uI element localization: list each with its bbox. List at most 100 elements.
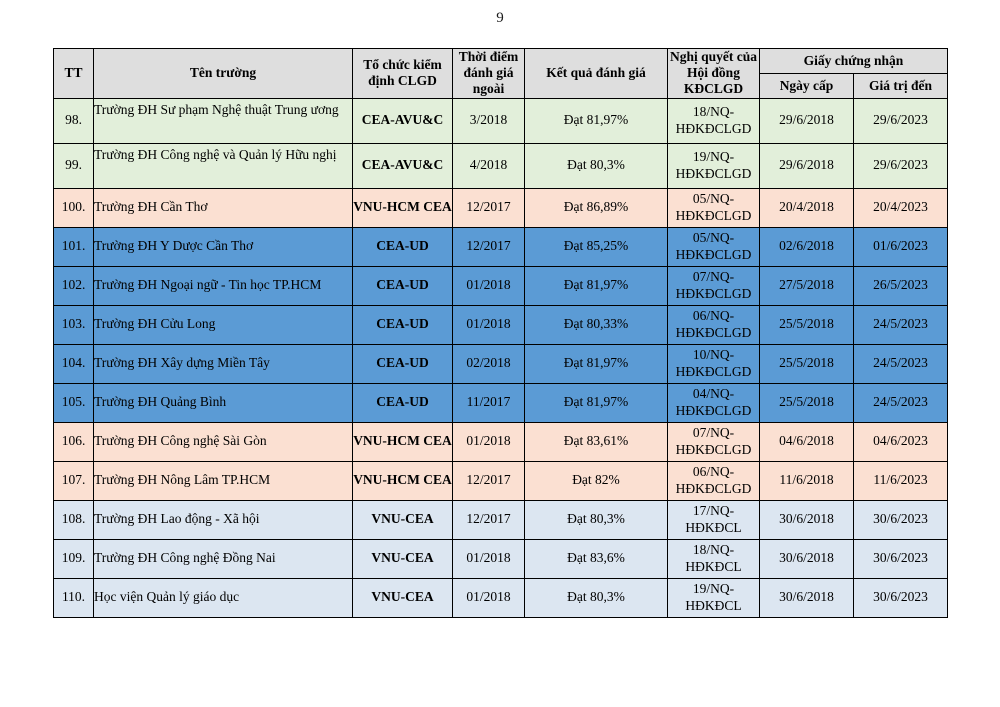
cell-assessment-time: 02/2018 (452, 343, 525, 384)
cell-school-name: Trường ĐH Sư phạm Nghệ thuật Trung ương (93, 97, 353, 144)
cell-valid-until: 29/6/2023 (853, 97, 948, 144)
table-row: 99. Trường ĐH Công nghệ và Quản lý Hữu ng… (53, 142, 948, 189)
cell-tt: 105. (53, 382, 94, 423)
cell-accreditation-org: CEA-UD (352, 343, 453, 384)
cell-accreditation-org: VNU-CEA (352, 538, 453, 579)
cell-assessment-time: 12/2017 (452, 460, 525, 501)
cell-school-name: Học viện Quản lý giáo dục (93, 577, 353, 618)
cell-assessment-result: Đạt 80,3% (524, 577, 668, 618)
cell-resolution: 06/NQ-HĐKĐCLGD (667, 460, 760, 501)
cell-tt: 110. (53, 577, 94, 618)
table-row: 107. Trường ĐH Nông Lâm TP.HCM VNU-HCM CEA… (53, 460, 948, 501)
table-header: TT Tên trường Tổ chức kiểm định CLGD Thờ… (53, 48, 948, 99)
cell-valid-until: 24/5/2023 (853, 304, 948, 345)
column-header-assessment-time: Thời điểm đánh giá ngoài (452, 48, 525, 99)
cell-resolution: 17/NQ-HĐKĐCL (667, 499, 760, 540)
table-row: 100. Trường ĐH Cần Thơ VNU-HCM CEA 12/2017 Đ… (53, 187, 948, 228)
cell-valid-until: 24/5/2023 (853, 382, 948, 423)
column-header-school-name: Tên trường (93, 48, 353, 99)
cell-assessment-time: 4/2018 (452, 142, 525, 189)
column-header-resolution: Nghị quyết của Hội đồng KĐCLGD (667, 48, 760, 99)
cell-assessment-result: Đạt 86,89% (524, 187, 668, 228)
cell-accreditation-org: CEA-UD (352, 265, 453, 306)
cell-resolution: 05/NQ-HĐKĐCLGD (667, 226, 760, 267)
cell-issue-date: 25/5/2018 (759, 382, 854, 423)
cell-assessment-result: Đạt 81,97% (524, 265, 668, 306)
cell-tt: 108. (53, 499, 94, 540)
cell-assessment-result: Đạt 80,3% (524, 142, 668, 189)
column-header-certificate: Giấy chứng nhận (759, 48, 948, 74)
cell-accreditation-org: VNU-HCM CEA (352, 421, 453, 462)
cell-assessment-time: 11/2017 (452, 382, 525, 423)
cell-accreditation-org: CEA-UD (352, 226, 453, 267)
cell-resolution: 04/NQ-HĐKĐCLGD (667, 382, 760, 423)
cell-accreditation-org: VNU-HCM CEA (352, 187, 453, 228)
cell-resolution: 19/NQ-HĐKĐCLGD (667, 142, 760, 189)
cell-resolution: 07/NQ-HĐKĐCLGD (667, 265, 760, 306)
cell-school-name: Trường ĐH Quảng Bình (93, 382, 353, 423)
cell-assessment-time: 01/2018 (452, 265, 525, 306)
cell-issue-date: 29/6/2018 (759, 97, 854, 144)
cell-valid-until: 29/6/2023 (853, 142, 948, 189)
cell-school-name: Trường ĐH Xây dựng Miền Tây (93, 343, 353, 384)
cell-resolution: 07/NQ-HĐKĐCLGD (667, 421, 760, 462)
cell-school-name: Trường ĐH Lao động - Xã hội (93, 499, 353, 540)
cell-assessment-result: Đạt 80,33% (524, 304, 668, 345)
cell-valid-until: 20/4/2023 (853, 187, 948, 228)
cell-resolution: 18/NQ-HĐKĐCLGD (667, 97, 760, 144)
cell-accreditation-org: VNU-CEA (352, 499, 453, 540)
cell-issue-date: 11/6/2018 (759, 460, 854, 501)
table-row: 102. Trường ĐH Ngoại ngữ - Tin học TP.HCM… (53, 265, 948, 306)
cell-tt: 102. (53, 265, 94, 306)
cell-accreditation-org: CEA-UD (352, 304, 453, 345)
cell-valid-until: 30/6/2023 (853, 577, 948, 618)
cell-valid-until: 30/6/2023 (853, 538, 948, 579)
cell-valid-until: 26/5/2023 (853, 265, 948, 306)
cell-tt: 98. (53, 97, 94, 144)
cell-school-name: Trường ĐH Công nghệ Đồng Nai (93, 538, 353, 579)
accreditation-table: TT Tên trường Tổ chức kiểm định CLGD Thờ… (53, 48, 948, 618)
cell-resolution: 18/NQ-HĐKĐCL (667, 538, 760, 579)
cell-assessment-time: 12/2017 (452, 499, 525, 540)
column-header-valid-until: Giá trị đến (853, 72, 948, 99)
cell-assessment-result: Đạt 81,97% (524, 97, 668, 144)
table-row: 110. Học viện Quản lý giáo dục VNU-CEA 01/2… (53, 577, 948, 618)
cell-tt: 106. (53, 421, 94, 462)
cell-assessment-time: 12/2017 (452, 226, 525, 267)
cell-resolution: 10/NQ-HĐKĐCLGD (667, 343, 760, 384)
cell-assessment-result: Đạt 82% (524, 460, 668, 501)
cell-school-name: Trường ĐH Y Dược Cần Thơ (93, 226, 353, 267)
cell-assessment-result: Đạt 81,97% (524, 382, 668, 423)
table-row: 105. Trường ĐH Quảng Bình CEA-UD 11/2017 Đạt… (53, 382, 948, 423)
header-row-bottom: Ngày cấp Giá trị đến (54, 72, 948, 99)
cell-assessment-result: Đạt 80,3% (524, 499, 668, 540)
accreditation-table-container: TT Tên trường Tổ chức kiểm định CLGD Thờ… (53, 48, 948, 618)
cell-resolution: 06/NQ-HĐKĐCLGD (667, 304, 760, 345)
cell-tt: 100. (53, 187, 94, 228)
cell-issue-date: 29/6/2018 (759, 142, 854, 189)
cell-accreditation-org: CEA-UD (352, 382, 453, 423)
cell-assessment-time: 12/2017 (452, 187, 525, 228)
cell-issue-date: 02/6/2018 (759, 226, 854, 267)
cell-assessment-time: 01/2018 (452, 538, 525, 579)
cell-resolution: 05/NQ-HĐKĐCLGD (667, 187, 760, 228)
cell-tt: 101. (53, 226, 94, 267)
cell-tt: 109. (53, 538, 94, 579)
table-row: 103. Trường ĐH Cửu Long CEA-UD 01/2018 Đạt 8… (53, 304, 948, 345)
cell-tt: 103. (53, 304, 94, 345)
table-row: 109. Trường ĐH Công nghệ Đồng Nai VNU-CEA 0… (53, 538, 948, 579)
cell-school-name: Trường ĐH Ngoại ngữ - Tin học TP.HCM (93, 265, 353, 306)
header-row-top: TT Tên trường Tổ chức kiểm định CLGD Thờ… (53, 48, 948, 99)
cell-assessment-time: 01/2018 (452, 577, 525, 618)
cell-school-name: Trường ĐH Nông Lâm TP.HCM (93, 460, 353, 501)
cell-assessment-result: Đạt 83,61% (524, 421, 668, 462)
cell-issue-date: 30/6/2018 (759, 577, 854, 618)
column-header-tt: TT (53, 48, 94, 99)
cell-issue-date: 25/5/2018 (759, 304, 854, 345)
cell-issue-date: 20/4/2018 (759, 187, 854, 228)
table-body: 98. Trường ĐH Sư phạm Nghệ thuật Trung ươ… (53, 97, 948, 618)
cell-assessment-result: Đạt 83,6% (524, 538, 668, 579)
page-number: 9 (496, 10, 504, 26)
cell-accreditation-org: CEA-AVU&C (352, 142, 453, 189)
cell-issue-date: 30/6/2018 (759, 499, 854, 540)
